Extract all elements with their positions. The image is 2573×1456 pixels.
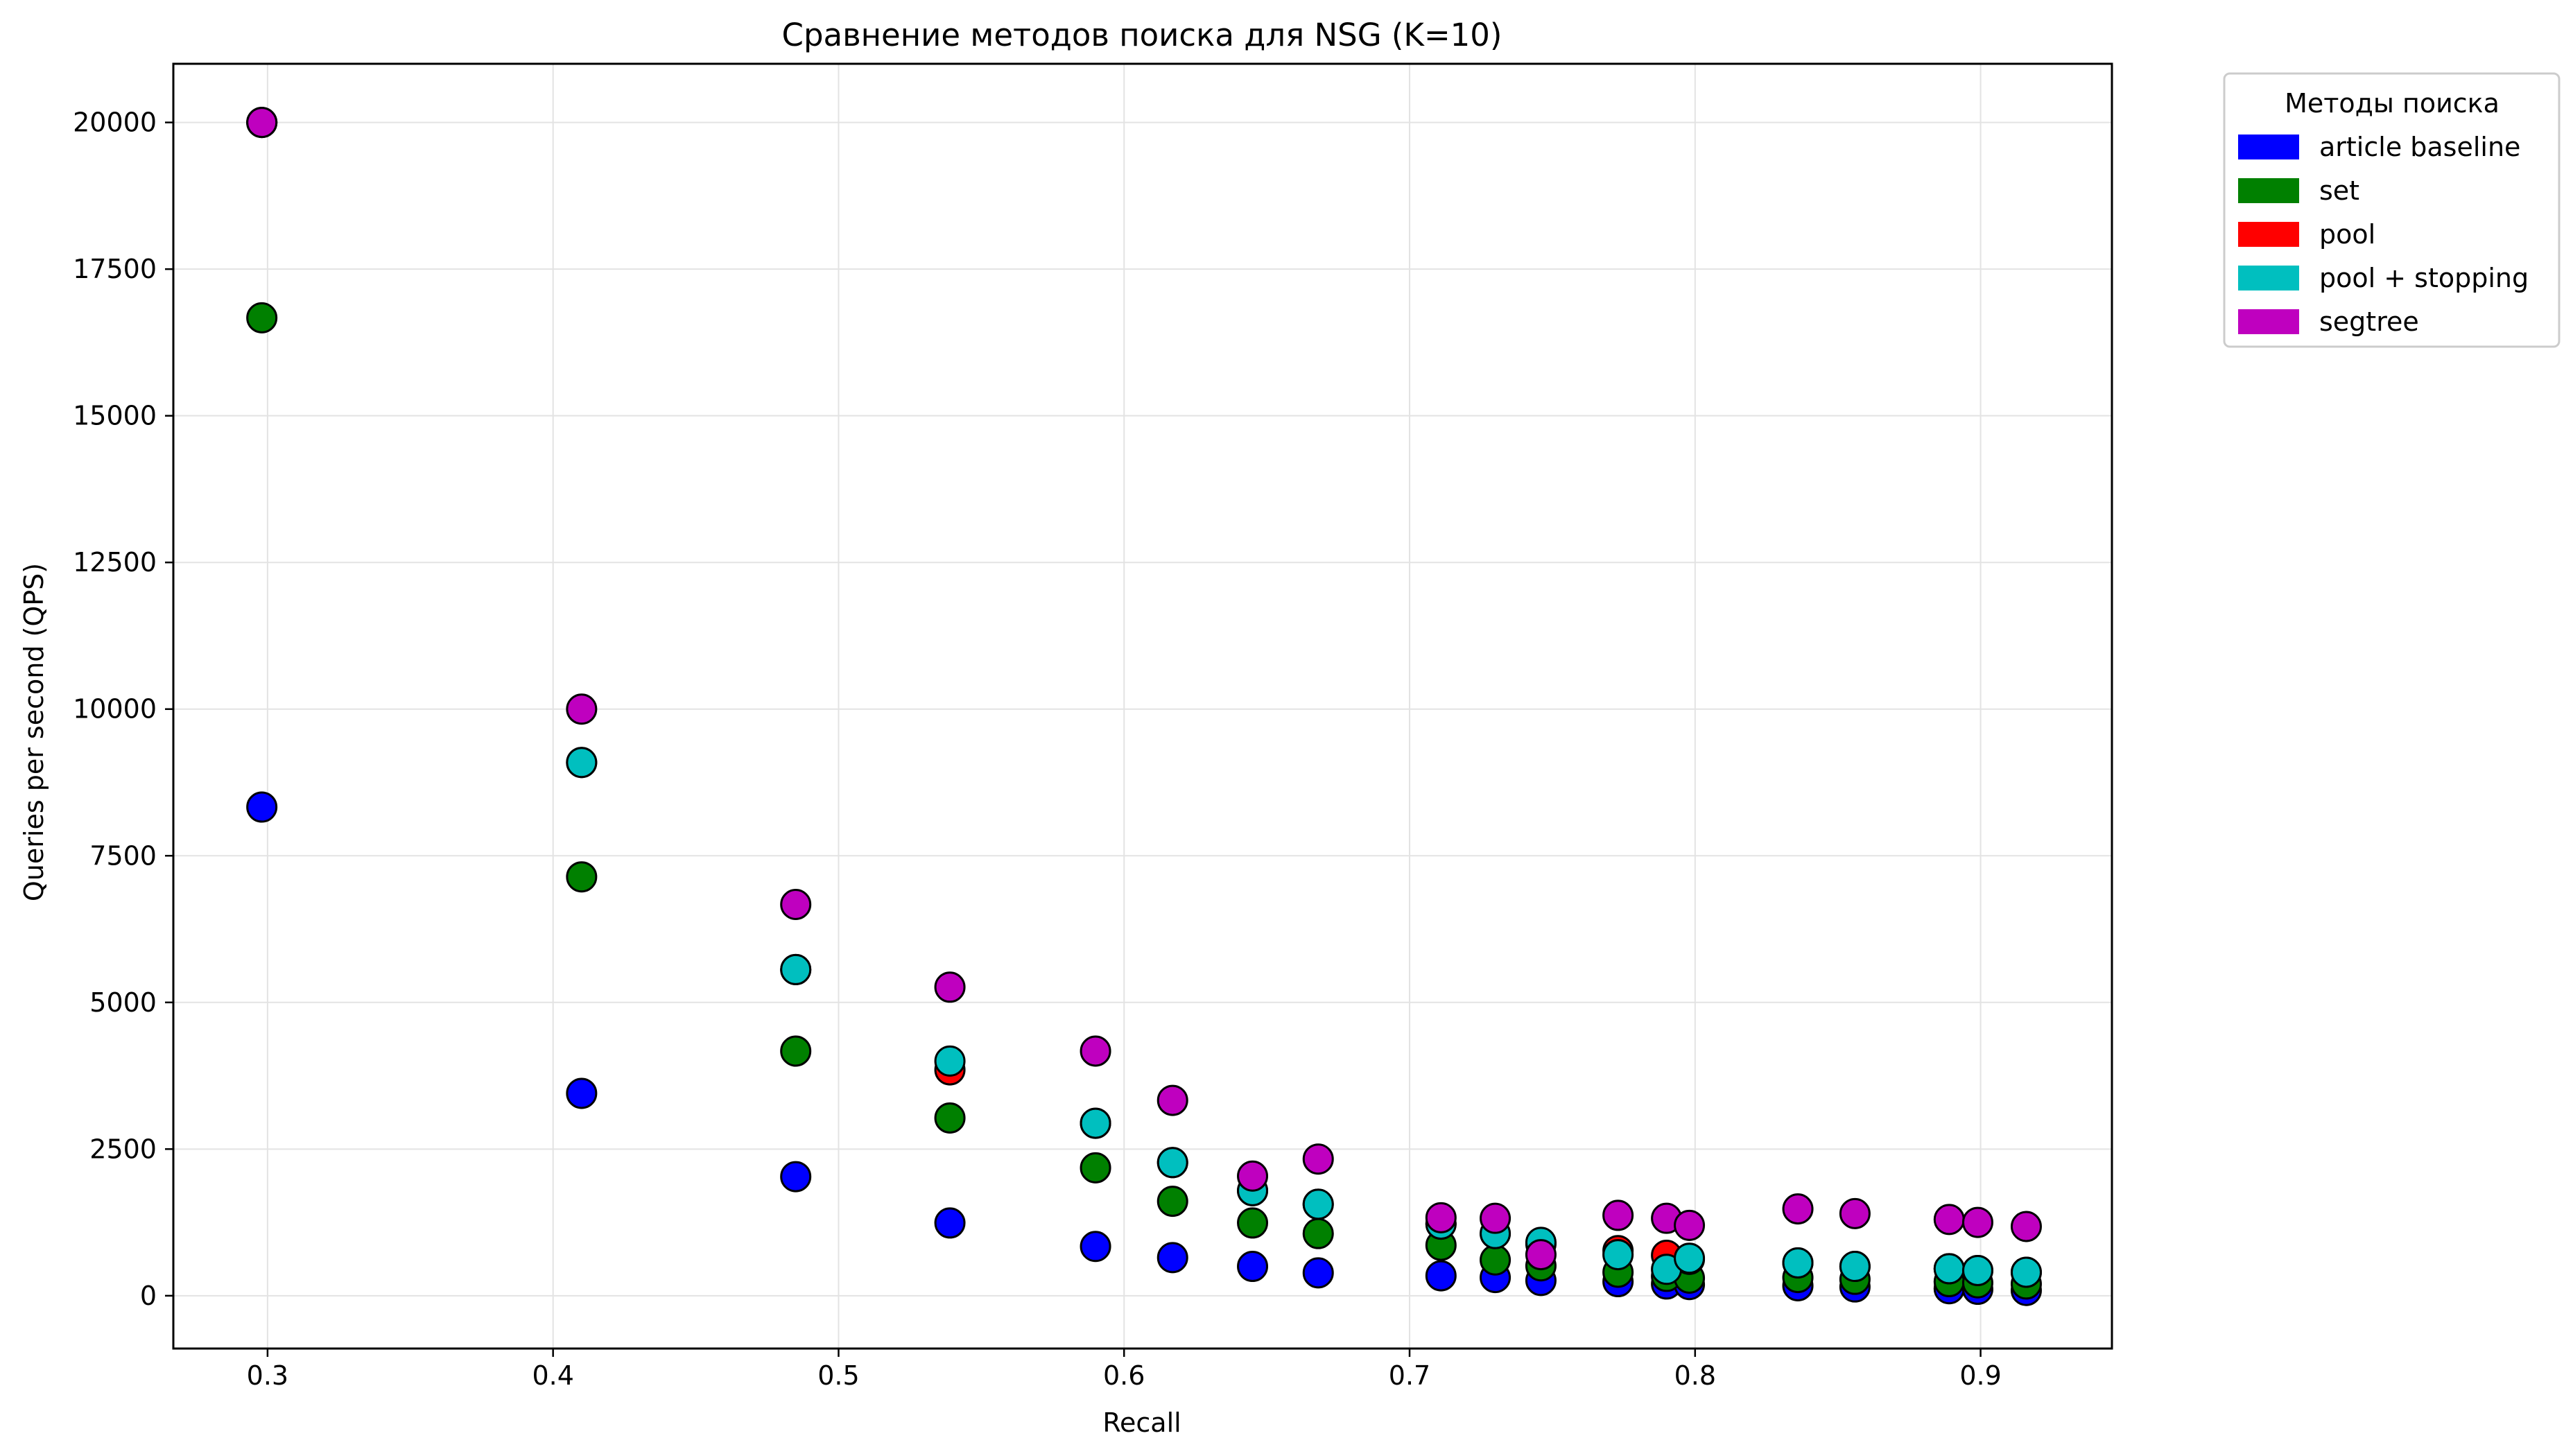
legend: Методы поиска article baseline set pool poo… xyxy=(2223,72,2561,348)
legend-swatch xyxy=(2238,178,2299,203)
legend-swatch xyxy=(2238,309,2299,334)
data-point xyxy=(1425,1202,1457,1233)
data-point xyxy=(1933,1204,1965,1236)
data-point xyxy=(1302,1143,1334,1175)
data-point xyxy=(1080,1035,1111,1067)
data-point xyxy=(1080,1107,1111,1139)
legend-swatch xyxy=(2238,135,2299,159)
x-tick-label: 0.4 xyxy=(532,1360,573,1391)
data-point xyxy=(780,953,812,985)
data-point xyxy=(934,971,966,1003)
legend-item: segtree xyxy=(2238,306,2419,337)
y-tick-label: 15000 xyxy=(73,401,157,431)
data-point xyxy=(1602,1239,1634,1271)
data-points xyxy=(246,107,2042,1306)
data-point xyxy=(566,861,598,893)
legend-label: pool xyxy=(2319,219,2375,250)
data-point xyxy=(780,1035,812,1067)
data-point xyxy=(780,1161,812,1193)
grid xyxy=(173,64,2112,1349)
x-tick-label: 0.7 xyxy=(1389,1360,1430,1391)
y-tick-label: 12500 xyxy=(73,547,157,578)
chart-title: Сравнение методов поиска для NSG (K=10) xyxy=(782,17,1502,53)
y-tick-label: 20000 xyxy=(73,107,157,138)
y-tick-label: 2500 xyxy=(89,1134,157,1164)
plot-frame xyxy=(172,62,2113,1350)
legend-box xyxy=(2223,72,2561,348)
data-point xyxy=(246,107,278,139)
data-point xyxy=(1933,1253,1965,1285)
data-point xyxy=(1156,1242,1188,1274)
x-tick-label: 0.5 xyxy=(817,1360,859,1391)
data-point xyxy=(566,693,598,725)
legend-item: set xyxy=(2238,175,2359,206)
y-tick-label: 10000 xyxy=(73,694,157,725)
x-tick-label: 0.6 xyxy=(1103,1360,1145,1391)
x-axis-label: Recall xyxy=(1102,1407,1181,1438)
legend-item: pool + stopping xyxy=(2238,263,2529,293)
data-point xyxy=(1782,1247,1814,1279)
legend-label: article baseline xyxy=(2319,132,2520,162)
data-point xyxy=(780,888,812,920)
data-point xyxy=(1237,1160,1269,1192)
y-tick-label: 5000 xyxy=(89,987,157,1018)
data-point xyxy=(1237,1251,1269,1283)
series-segtree xyxy=(246,107,2042,1271)
data-point xyxy=(1961,1254,1993,1286)
x-axis: 0.3 0.4 0.5 0.6 0.7 0.8 0.9 xyxy=(247,1349,2002,1391)
x-tick-label: 0.9 xyxy=(1959,1360,2001,1391)
data-point xyxy=(566,747,598,779)
data-point xyxy=(1961,1206,1993,1238)
legend-swatch xyxy=(2238,222,2299,247)
data-point xyxy=(934,1207,966,1239)
data-point xyxy=(2010,1256,2042,1288)
data-point xyxy=(1080,1152,1111,1184)
data-point xyxy=(1480,1202,1511,1234)
y-tick-label: 17500 xyxy=(73,254,157,284)
data-point xyxy=(1674,1242,1706,1274)
data-point xyxy=(1674,1209,1706,1241)
legend-item: article baseline xyxy=(2238,132,2520,162)
data-point xyxy=(246,302,278,333)
y-tick-label: 0 xyxy=(140,1281,157,1311)
x-tick-label: 0.3 xyxy=(247,1360,288,1391)
y-axis-label: Queries per second (QPS) xyxy=(19,563,49,901)
legend-swatch xyxy=(2238,266,2299,291)
data-point xyxy=(1237,1207,1269,1239)
x-tick-label: 0.8 xyxy=(1674,1360,1716,1391)
data-point xyxy=(934,1102,966,1134)
data-point xyxy=(566,1077,598,1109)
y-axis: 0 2500 5000 7500 10000 12500 15000 17500 20000 xyxy=(73,107,173,1311)
data-point xyxy=(1839,1197,1871,1229)
legend-title: Методы поиска xyxy=(2285,88,2500,119)
legend-item: pool xyxy=(2238,219,2375,250)
data-point xyxy=(1156,1147,1188,1179)
data-point xyxy=(934,1045,966,1077)
legend-label: segtree xyxy=(2319,306,2419,337)
data-point xyxy=(1782,1193,1814,1225)
data-point xyxy=(1525,1239,1557,1271)
legend-label: set xyxy=(2319,175,2359,206)
data-point xyxy=(2010,1211,2042,1242)
y-tick-label: 7500 xyxy=(89,840,157,871)
data-point xyxy=(1480,1244,1511,1276)
data-point xyxy=(1425,1260,1457,1292)
legend-label: pool + stopping xyxy=(2319,263,2529,293)
data-point xyxy=(1302,1217,1334,1249)
data-point xyxy=(1080,1231,1111,1263)
data-point xyxy=(1156,1186,1188,1217)
data-point xyxy=(246,791,278,823)
data-point xyxy=(1302,1257,1334,1289)
data-point xyxy=(1839,1251,1871,1283)
data-point xyxy=(1156,1084,1188,1116)
data-point xyxy=(1302,1188,1334,1220)
data-point xyxy=(1602,1199,1634,1231)
